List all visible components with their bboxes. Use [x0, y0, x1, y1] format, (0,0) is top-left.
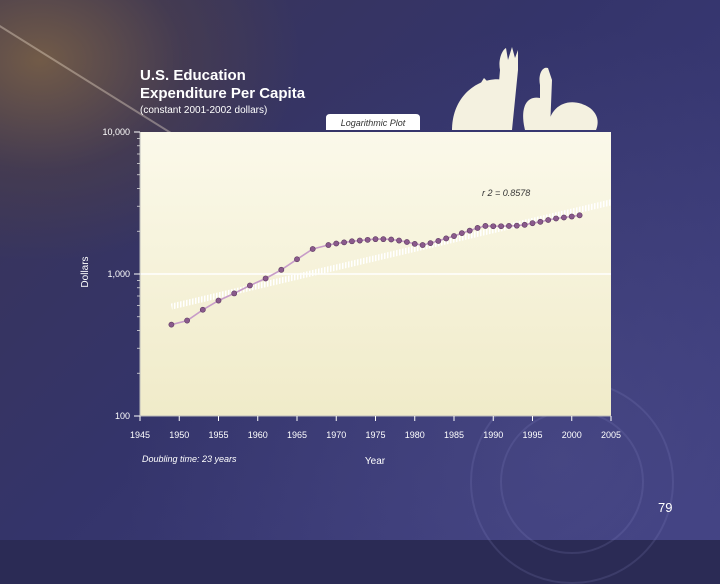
data-point — [466, 227, 473, 234]
data-point — [199, 306, 206, 313]
data-point — [356, 237, 363, 244]
data-point — [403, 239, 410, 245]
data-point — [396, 237, 402, 244]
title-line-1: U.S. Education — [140, 67, 246, 84]
trend-layer — [170, 199, 612, 310]
slide-number: 79 — [658, 500, 673, 515]
data-point — [427, 240, 434, 247]
data-point — [576, 212, 583, 219]
data-point — [419, 242, 426, 248]
series-layer — [168, 212, 583, 328]
data-point — [231, 290, 238, 297]
data-point — [349, 238, 355, 245]
x-tick-label: 1990 — [483, 430, 503, 440]
data-point — [545, 217, 552, 223]
data-point — [513, 222, 520, 229]
data-point — [294, 256, 300, 263]
data-point — [184, 317, 190, 324]
data-point — [568, 213, 575, 220]
x-axis-label: Year — [365, 456, 386, 467]
x-tick-label: 1970 — [326, 430, 346, 440]
data-point — [341, 239, 347, 246]
data-point — [262, 275, 269, 282]
x-tick-label: 1960 — [248, 430, 268, 440]
data-point — [451, 233, 457, 239]
x-tick-label: 1965 — [287, 430, 307, 440]
data-point — [333, 240, 340, 247]
data-point — [537, 218, 544, 225]
data-point — [364, 236, 371, 243]
x-tick-label: 2000 — [562, 430, 582, 440]
data-point — [474, 225, 481, 231]
data-point — [443, 235, 450, 242]
data-point — [309, 246, 316, 252]
y-tick-label: 10,000 — [102, 127, 130, 137]
x-tick-label: 1995 — [522, 430, 542, 440]
data-point — [325, 242, 332, 248]
slide-title: U.S. Education Expenditure Per Capita — [140, 67, 340, 103]
x-tick-label: 1955 — [208, 430, 228, 440]
data-point — [372, 236, 379, 243]
data-point — [561, 214, 567, 221]
data-point — [506, 223, 512, 229]
data-point — [215, 297, 222, 304]
x-tick-label: 1985 — [444, 430, 464, 440]
data-point — [529, 220, 536, 227]
r-squared-annotation: r 2 = 0.8578 — [482, 188, 530, 198]
data-point — [458, 230, 465, 237]
title-line-2: Expenditure Per Capita — [140, 85, 306, 102]
x-tick-label: 1945 — [130, 430, 150, 440]
data-point — [498, 223, 504, 230]
x-tick-label: 1975 — [365, 430, 385, 440]
data-point — [278, 266, 285, 273]
tick-layer: 1945 1950 1955 1960 1965 1970 1975 1980 1985 1990… — [102, 127, 621, 440]
data-point — [553, 215, 559, 222]
doubling-time-annotation: Doubling time: 23 years — [142, 454, 237, 464]
y-tick-label: 1,000 — [107, 269, 130, 279]
data-point — [490, 223, 497, 230]
tab-label: Logarithmic Plot — [341, 118, 406, 128]
slide-subtitle: (constant 2001-2002 dollars) — [140, 105, 268, 116]
trend-line — [170, 199, 612, 310]
data-point — [435, 238, 442, 244]
data-point — [168, 321, 175, 328]
y-axis-label: Dollars — [80, 256, 91, 287]
data-point — [246, 282, 253, 289]
log-plot-tab: Logarithmic Plot — [326, 114, 420, 130]
data-point — [521, 221, 528, 228]
data-point — [380, 236, 387, 243]
y-tick-label: 100 — [115, 411, 130, 421]
data-point — [411, 240, 418, 247]
hands-illustration — [452, 47, 598, 130]
data-point — [482, 223, 489, 229]
x-tick-label: 1980 — [405, 430, 425, 440]
x-tick-label: 1950 — [169, 430, 189, 440]
data-point — [388, 236, 395, 243]
x-tick-label: 2005 — [601, 430, 621, 440]
chart: Logarithmic Plot r 2 = 0.8578 1945 1950 19… — [80, 47, 621, 467]
